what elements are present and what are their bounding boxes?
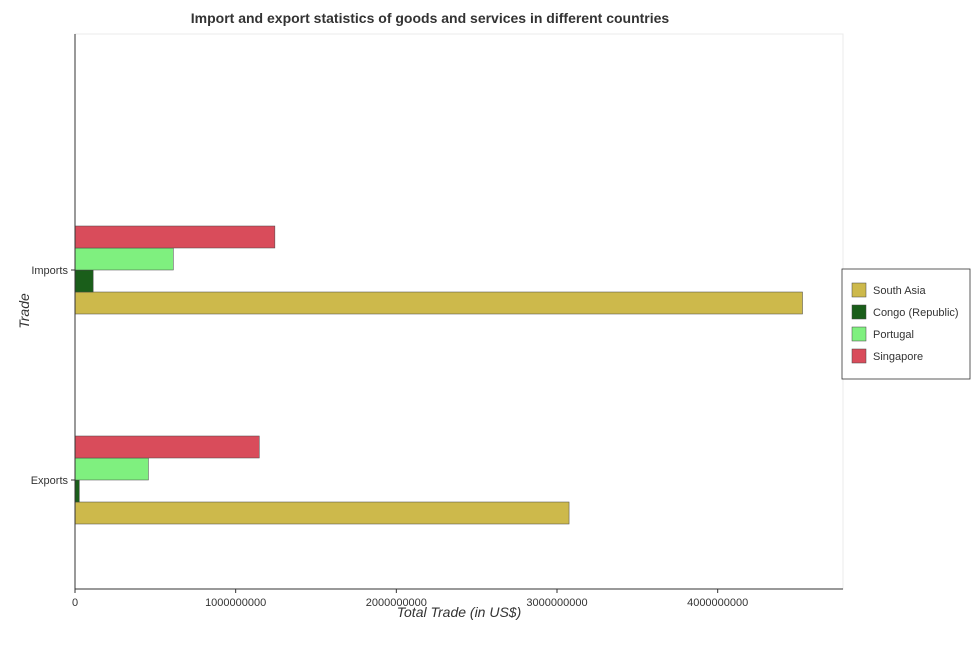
- legend-swatch: [851, 348, 867, 364]
- x-tick-label: 2000000000: [366, 597, 427, 609]
- x-axis-title: Total Trade (in US$): [397, 604, 522, 620]
- legend-swatch: [851, 326, 867, 342]
- chart-title: Import and export statistics of goods an…: [191, 10, 670, 26]
- bars: [74, 225, 803, 525]
- x-tick-label: 1000000000: [205, 597, 266, 609]
- legend-swatch: [851, 282, 867, 298]
- bar-exports-portugal: [74, 457, 149, 481]
- axes: 0 1000000000 2000000000 3000000000 400000000…: [31, 34, 843, 609]
- legend: South Asia Congo (Republic) Portugal Singap…: [841, 268, 971, 380]
- legend-label: Congo (Republic): [873, 307, 959, 319]
- bar-imports-congo-republic: [74, 269, 94, 293]
- legend-label: South Asia: [873, 285, 926, 297]
- bar-imports-portugal: [74, 247, 174, 271]
- y-tick-label-exports: Exports: [31, 475, 69, 487]
- x-tick-label: 4000000000: [687, 597, 748, 609]
- bar-imports-singapore: [74, 225, 276, 249]
- y-tick-label-imports: Imports: [31, 265, 68, 277]
- bar-exports-singapore: [74, 435, 260, 459]
- bar-exports-south-asia: [74, 501, 570, 525]
- legend-label: Portugal: [873, 329, 914, 341]
- legend-label: Singapore: [873, 351, 923, 363]
- legend-swatch: [851, 304, 867, 320]
- x-tick-label: 3000000000: [526, 597, 587, 609]
- bar-imports-south-asia: [74, 291, 803, 315]
- x-tick-label: 0: [72, 597, 78, 609]
- bar-exports-congo-republic: [74, 479, 80, 503]
- y-axis-title: Trade: [16, 293, 32, 329]
